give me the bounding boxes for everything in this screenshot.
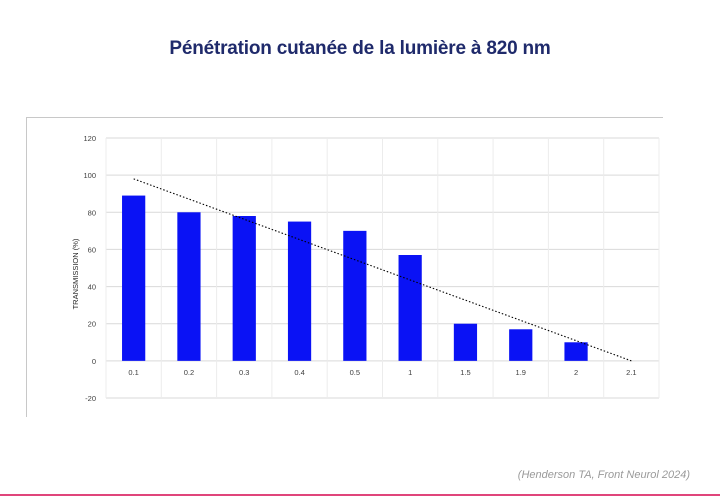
- accent-rule: [0, 494, 720, 496]
- bar-chart: -20 0 20 40 60 80 100 120 0.1 0.2 0.3 0.4 0.5 1 1.5 1.9…: [71, 134, 660, 403]
- bar-1: [398, 255, 422, 361]
- x-tick-label: 0.3: [239, 368, 249, 377]
- bar-0.3: [232, 216, 256, 361]
- y-tick-label: -20: [85, 394, 96, 403]
- bar-0.4: [287, 221, 312, 361]
- frame-top-border: [26, 117, 663, 118]
- label-layer: -20 0 20 40 60 80 100 120 0.1 0.2 0.3 0.4 0.5 1 1.5 1.9…: [71, 134, 637, 403]
- source-citation: (Henderson TA, Front Neurol 2024): [517, 469, 690, 481]
- x-tick-label: 1: [408, 368, 412, 377]
- trendline: [133, 178, 632, 362]
- y-axis-title: TRANSMISSION (%): [71, 238, 80, 309]
- x-tick-label: 1.9: [516, 368, 526, 377]
- chart-frame: -20 0 20 40 60 80 100 120 0.1 0.2 0.3 0.4 0.5 1 1.5 1.9…: [26, 117, 663, 417]
- y-tick-label: 0: [92, 357, 96, 366]
- x-tick-label: 0.2: [184, 368, 194, 377]
- bar-1.9: [509, 329, 533, 361]
- bar-layer: [122, 195, 588, 361]
- bar-0.1: [122, 195, 146, 361]
- x-tick-label: 2.1: [626, 368, 636, 377]
- x-tick-label: 0.1: [128, 368, 138, 377]
- x-tick-label: 1.5: [460, 368, 470, 377]
- grid-layer: [105, 137, 660, 399]
- y-tick-label: 60: [88, 245, 96, 254]
- y-tick-label: 120: [83, 134, 96, 143]
- y-tick-label: 20: [88, 320, 96, 329]
- slide-title: Pénétration cutanée de la lumière à 820 …: [169, 38, 551, 59]
- x-tick-label: 2: [574, 368, 578, 377]
- y-tick-label: 80: [88, 208, 96, 217]
- frame-left-border: [26, 117, 27, 417]
- bar-0.5: [343, 230, 367, 361]
- x-tick-label: 0.4: [294, 368, 304, 377]
- trend-layer: [133, 178, 632, 362]
- y-tick-label: 40: [88, 283, 96, 292]
- x-tick-label: 0.5: [350, 368, 360, 377]
- bar-0.2: [177, 212, 201, 361]
- bar-1.5: [453, 323, 478, 361]
- bar-2: [564, 342, 588, 361]
- y-tick-label: 100: [83, 171, 96, 180]
